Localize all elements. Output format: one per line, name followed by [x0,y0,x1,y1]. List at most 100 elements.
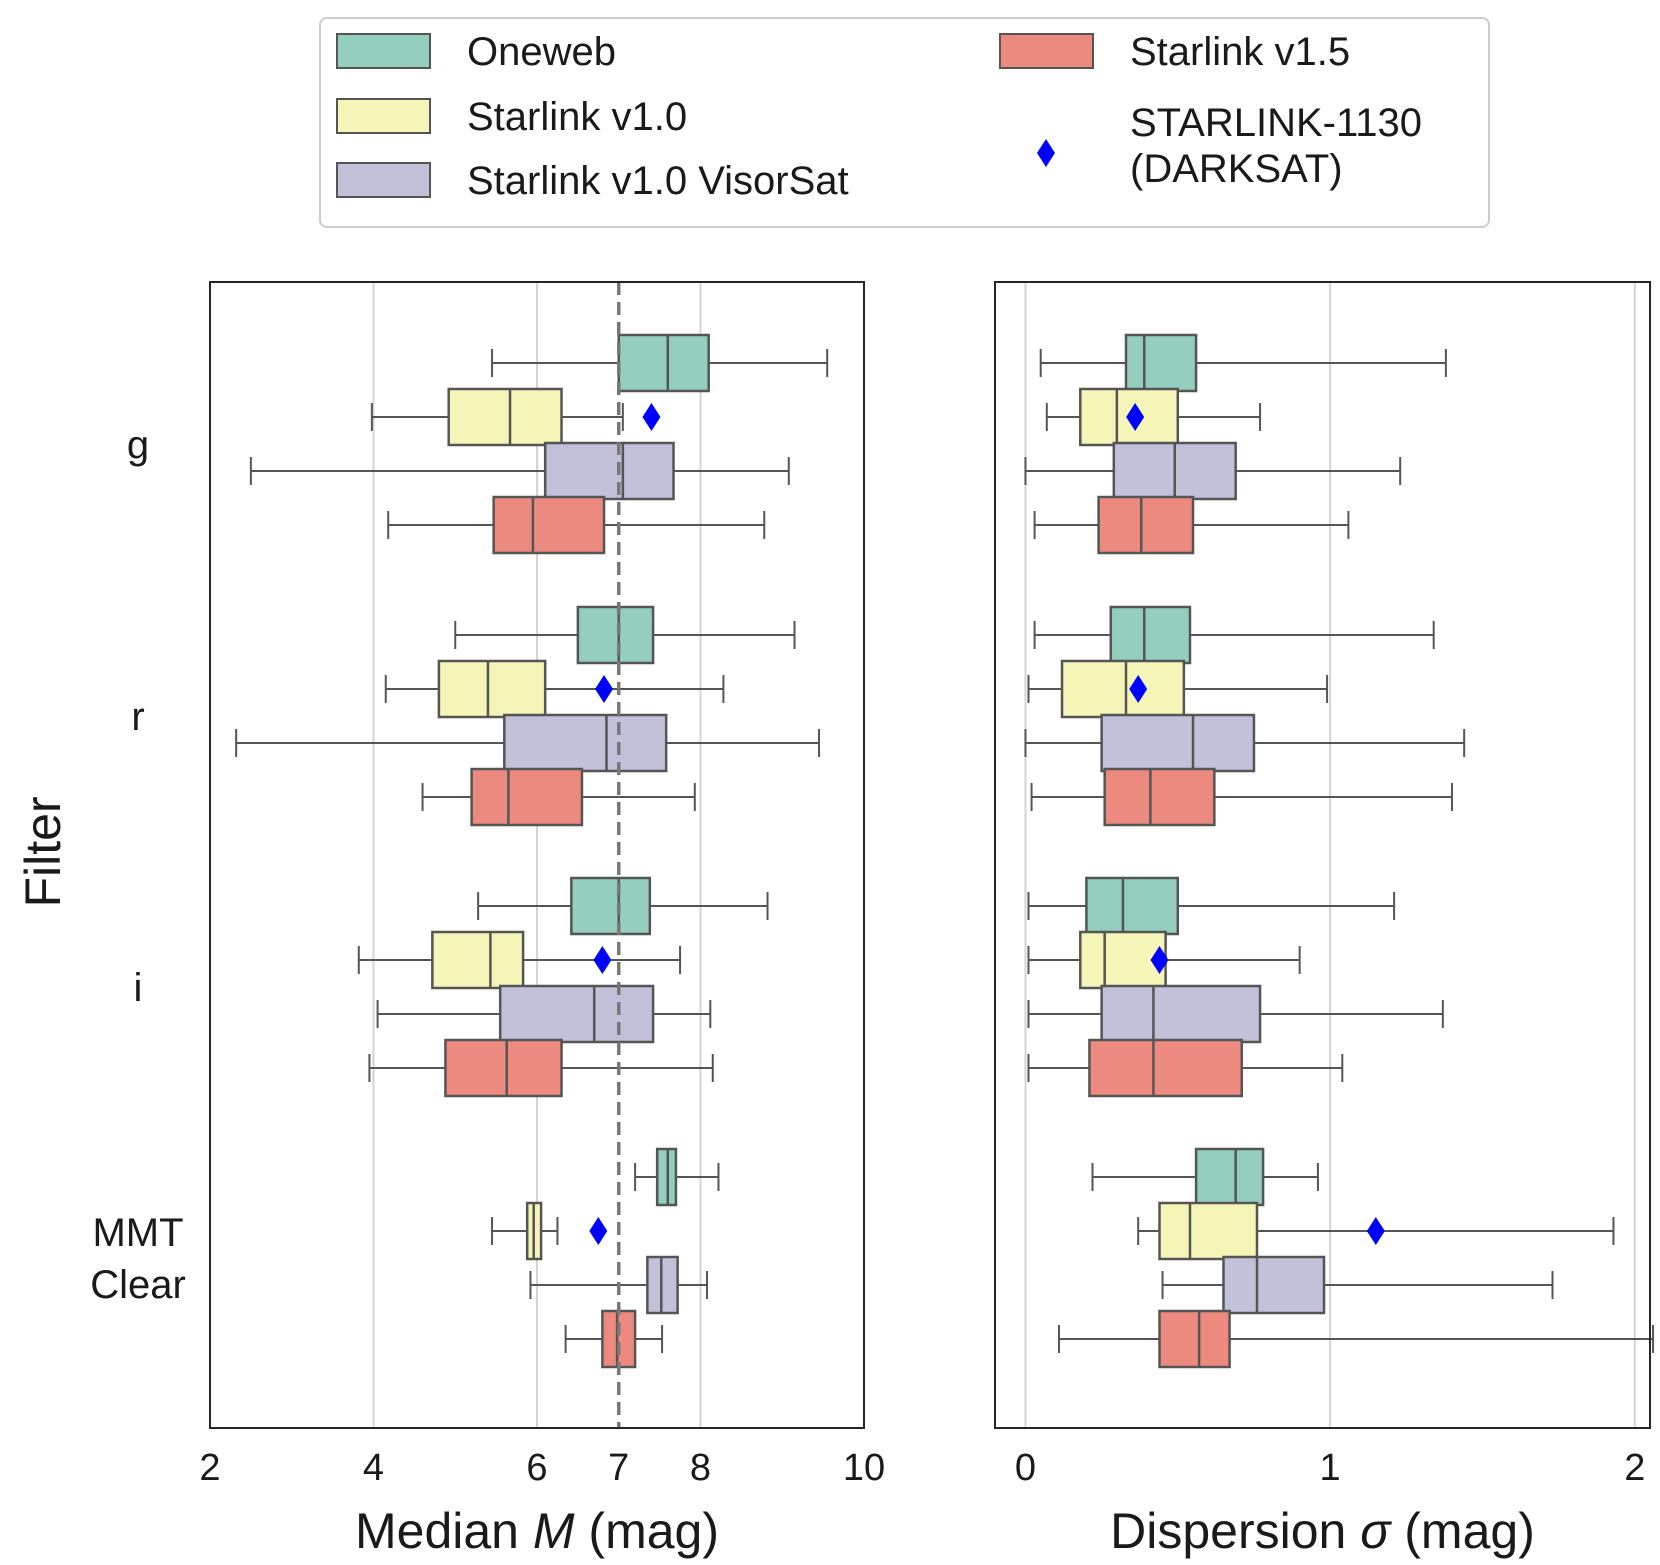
box-iqr [570,876,652,936]
y-axis-title-group: Filter [15,796,71,907]
darksat-marker-g [642,403,661,431]
box-starlink-v1-0-g [1045,387,1262,447]
box-iqr [617,333,710,393]
box-iqr [1100,713,1256,773]
box-starlink-v1-0-g [370,387,624,447]
box-starlink-v1-5-g [387,495,766,555]
box-iqr [470,767,584,827]
box-starlink-v1-0-r [1027,659,1329,719]
box-iqr [431,930,525,990]
box-starlink-v1-0-visorsat-r [1024,713,1466,773]
box-starlink-v1-5-r [421,767,696,827]
legend-swatch-starlink-v1-5 [999,33,1094,69]
box-oneweb-r [454,605,796,665]
box-oneweb-i [477,876,769,936]
x-tick-label: 4 [363,1447,384,1489]
box-iqr [1222,1255,1326,1315]
box-oneweb-mmt-clear [634,1147,720,1207]
box-oneweb-r [1033,605,1435,665]
box-starlink-v1-5-mmt-clear [564,1309,664,1369]
category-label-line: g [127,423,149,467]
box-starlink-v1-0-mmt-clear [1137,1201,1615,1261]
box-iqr [1109,605,1192,665]
box-oneweb-g [491,333,829,393]
box-iqr [601,1309,637,1369]
box-starlink-v1-0-visorsat-mmt-clear [1161,1255,1554,1315]
box-starlink-v1-0-r [384,659,725,719]
box-starlink-v1-0-visorsat-g [249,441,790,501]
x-axis-title-suffix: (mag) [575,1503,719,1559]
category-label-i: i [134,966,143,1010]
box-iqr [503,713,668,773]
box-iqr [1079,930,1167,990]
box-iqr [1194,1147,1265,1207]
legend-swatch-starlink-v1-0-visorsat [336,162,431,198]
box-iqr [437,659,547,719]
darksat-marker-r [1129,675,1148,703]
box-iqr [492,495,606,555]
box-starlink-v1-5-i [368,1038,714,1098]
darksat-marker-mmt-clear [589,1217,608,1245]
legend-label-starlink-v1-5: Starlink v1.5 [1130,30,1350,74]
legend-label-starlink-v1-0-visorsat: Starlink v1.0 VisorSat [467,159,849,203]
box-starlink-v1-5-i [1027,1038,1344,1098]
box-starlink-v1-0-visorsat-mmt-clear [529,1255,709,1315]
box-starlink-v1-0-i [1027,930,1301,990]
darksat-marker-mmt-clear [1366,1217,1385,1245]
box-iqr [1097,495,1195,555]
category-label-r: r [131,695,144,739]
box-starlink-v1-5-g [1033,495,1350,555]
x-tick-label-highlight: 7 [608,1447,629,1489]
x-axis-title-prefix: Median [355,1503,533,1559]
box-iqr [1060,659,1186,719]
box-iqr [576,605,655,665]
category-label-g: g [127,423,149,467]
category-label-line: MMT [92,1211,183,1255]
box-starlink-v1-0-mmt-clear [491,1201,559,1261]
legend-label-starlink-v1-0: Starlink v1.0 [467,95,687,139]
plot-frame [994,281,1651,1429]
box-iqr [1100,984,1262,1044]
box-starlink-v1-0-visorsat-r [235,713,821,773]
box-iqr [1088,1038,1244,1098]
legend-swatch-starlink-v1-0 [336,98,431,134]
box-iqr [1085,876,1180,936]
box-iqr [543,441,675,501]
box-oneweb-g [1039,333,1447,393]
x-axis-title-suffix: (mag) [1390,1503,1534,1559]
legend-frame [319,17,1490,228]
box-starlink-v1-0-visorsat-i [376,984,712,1044]
darksat-marker-g [1126,403,1145,431]
dispersion-panel: 0 1 2 Dispersion σ (mag) [994,281,1655,1559]
legend-label-darksat: STARLINK-1130 (DARKSAT) [1130,101,1422,191]
plot-frame [209,281,865,1429]
darksat-marker-r [595,675,614,703]
category-label-line: r [131,695,144,739]
box-iqr [1158,1309,1231,1369]
y-axis-title: Filter [15,796,71,907]
legend-label-line: STARLINK-1130 [1130,101,1422,145]
x-axis-title-prefix: Dispersion [1110,1503,1360,1559]
category-label-mmt-clear: MMT Clear [90,1211,186,1307]
x-axis-title-symbol: M [533,1503,575,1559]
box-iqr [447,387,563,447]
darksat-marker-i [593,946,612,974]
box-starlink-v1-5-mmt-clear [1057,1309,1655,1369]
x-tick-label: 8 [690,1447,711,1489]
box-iqr [444,1038,563,1098]
category-label-line: Clear [90,1263,186,1307]
x-tick-label: 2 [199,1447,220,1489]
box-starlink-v1-5-r [1030,767,1453,827]
box-iqr [498,984,655,1044]
x-tick-label: 2 [1624,1447,1645,1489]
x-axis-title: Dispersion σ (mag) [1110,1503,1535,1559]
x-tick-label: 0 [1015,1447,1036,1489]
x-tick-label: 6 [526,1447,547,1489]
legend-label-line: (DARKSAT) [1130,147,1343,191]
box-oneweb-i [1027,876,1396,936]
box-iqr [1158,1201,1259,1261]
x-tick-label: 1 [1320,1447,1341,1489]
x-axis-title-symbol: σ [1360,1503,1392,1559]
median-panel: 2 4 6 8 10 7 Median M (mag) g r i MMT Clear [90,281,885,1559]
